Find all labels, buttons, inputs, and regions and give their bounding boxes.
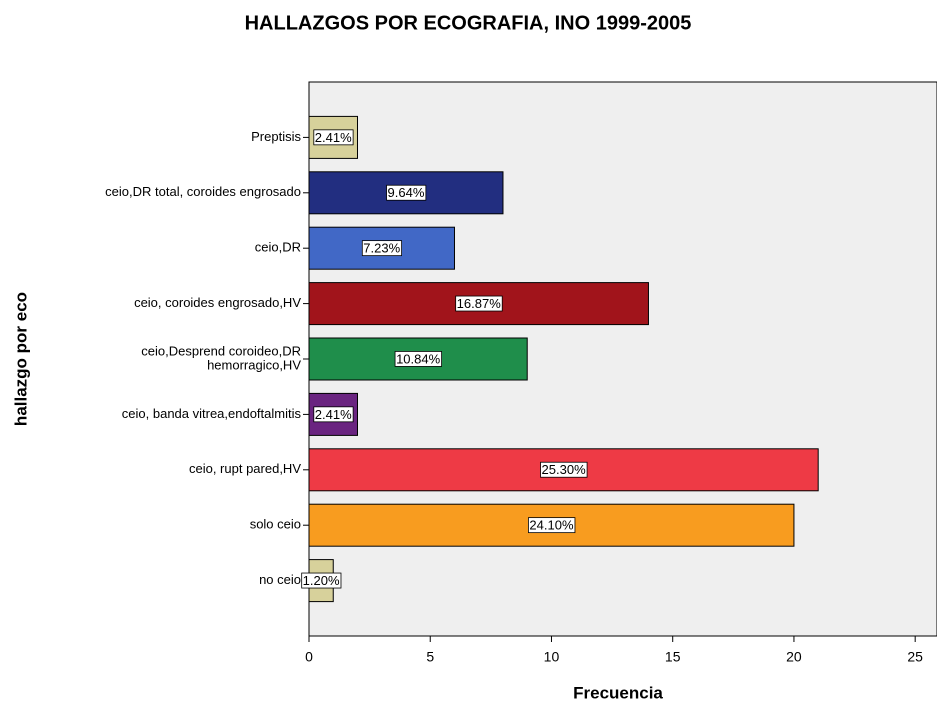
x-tick-label: 15 [665, 649, 681, 665]
value-label-box [313, 406, 354, 423]
y-tick-label: ceio,DR total, coroides engrosado [105, 184, 301, 199]
value-label-box [394, 351, 442, 367]
y-tick-label: hemorragico,HV [207, 357, 301, 372]
value-label-box [313, 129, 354, 146]
value-label: 2.41% [315, 407, 352, 422]
value-label-box [540, 461, 588, 478]
y-tick-label: ceio,Desprend coroideo,DR [141, 343, 301, 358]
value-label: 1.20% [303, 573, 340, 588]
value-label: 24.10% [529, 518, 574, 533]
y-tick-label: no ceio [259, 572, 301, 587]
y-tick-label: solo ceio [250, 517, 301, 532]
chart-title: HALLAZGOS POR ECOGRAFIA, INO 1999-2005 [245, 12, 692, 34]
x-tick-label: 5 [426, 649, 434, 665]
y-tick-label: ceio, coroides engrosado,HV [134, 295, 301, 310]
y-axis-label: hallazgo por eco [11, 292, 30, 426]
y-tick-label: ceio,DR [255, 240, 301, 255]
value-label: 25.30% [542, 462, 587, 477]
x-tick-label: 10 [544, 649, 560, 665]
value-label: 2.41% [315, 130, 352, 145]
value-label-box [361, 240, 403, 257]
x-tick-label: 0 [305, 649, 313, 665]
value-label: 16.87% [457, 296, 502, 311]
y-tick-label: Preptisis [251, 129, 301, 144]
value-label-box [455, 295, 503, 312]
value-label: 7.23% [363, 241, 400, 256]
value-label-box [301, 572, 342, 589]
value-label-box [386, 184, 427, 201]
x-tick-label: 20 [786, 649, 802, 665]
value-label: 10.84% [396, 351, 441, 366]
x-tick-label: 25 [907, 649, 923, 665]
value-label: 9.64% [388, 185, 425, 200]
y-tick-label: ceio, banda vitrea,endoftalmitis [122, 406, 302, 421]
y-tick-label: ceio, rupt pared,HV [189, 461, 301, 476]
x-axis-label: Frecuencia [573, 683, 663, 702]
value-label-box [528, 517, 576, 534]
